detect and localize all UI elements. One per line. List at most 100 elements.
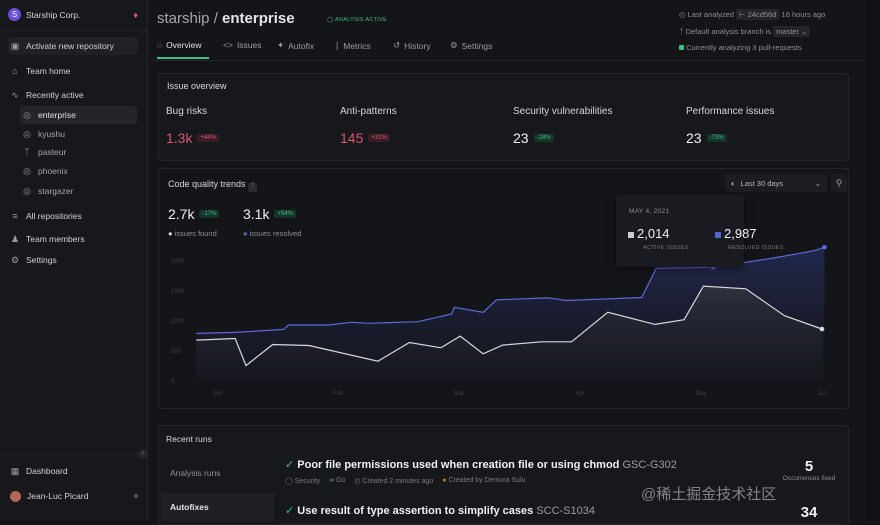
- y-tick-label: 0: [171, 379, 175, 385]
- x-tick-label: Jan: [212, 391, 222, 397]
- dashboard-icon: ▦: [10, 465, 20, 476]
- collapse-sidebar-button[interactable]: ‹: [138, 449, 148, 459]
- delta-badge: -17%: [199, 210, 220, 218]
- globe-icon: ◎: [23, 165, 31, 176]
- sidebar-repo-stargazer[interactable]: ◎ stargazer: [20, 182, 137, 200]
- sidebar-repo-phoenix[interactable]: ◎ phoenix: [20, 162, 137, 180]
- tab-issues[interactable]: <> Issues: [223, 40, 262, 50]
- series-line: [196, 246, 825, 334]
- label: Created 2 minutes ago: [362, 478, 434, 485]
- label: Created by Demora Sulu: [448, 477, 526, 484]
- sidebar-repo-kyushu[interactable]: ◎ kyushu: [20, 125, 137, 143]
- gear-icon: ⚙: [10, 254, 20, 265]
- chart-tooltip: MAY 4, 2021 2,014 ACTIVE ISSUES 2,987 RE…: [616, 195, 783, 267]
- run-item[interactable]: ✓ Use result of type assertion to simpli…: [285, 504, 595, 517]
- label: History: [404, 40, 431, 51]
- stat-label: Anti-patterns: [340, 106, 397, 117]
- label: Recently active: [26, 90, 84, 100]
- run-language: ∞ Go: [329, 477, 346, 484]
- watermark: @稀土掘金技术社区: [641, 486, 777, 503]
- badge-button[interactable]: ⚲: [831, 174, 847, 192]
- bell-icon[interactable]: ♦: [133, 9, 138, 20]
- legend-resolved: ● issues resolved: [243, 229, 302, 238]
- sidebar-item-team-home[interactable]: ⌂ Team home: [8, 62, 138, 80]
- count-label: Occurrences fixed: [782, 475, 836, 482]
- award-icon: ⚲: [835, 178, 843, 188]
- sidebar-item-all-repos[interactable]: ≡ All repositories: [8, 207, 138, 225]
- count-value: 5: [804, 458, 814, 475]
- globe-icon: ◎: [23, 185, 31, 196]
- globe-icon: ◎: [23, 109, 31, 120]
- delta-badge: -73%: [706, 134, 727, 142]
- end-point[interactable]: [819, 326, 825, 332]
- stat-label: Bug risks: [166, 106, 208, 117]
- sidebar-repo-enterprise[interactable]: ◎ enterprise: [20, 106, 137, 124]
- active-value: 2,014: [637, 226, 670, 241]
- label: Go: [336, 477, 346, 484]
- commit-hash[interactable]: ⊢ 24cd56d: [736, 9, 780, 20]
- card-title: Issue overview: [167, 81, 227, 91]
- org-name: Starship Corp.: [26, 9, 81, 20]
- page-title: starship / enterprise: [157, 10, 295, 27]
- org-switcher[interactable]: S Starship Corp. ♦: [8, 8, 138, 21]
- check-icon: ✓: [285, 459, 295, 471]
- label: enterprise: [38, 110, 76, 120]
- end-point[interactable]: [822, 244, 827, 250]
- count-value: 34: [800, 504, 818, 521]
- label: Autofixes: [170, 502, 209, 512]
- y-tick-label: 2000: [171, 259, 185, 265]
- scrollbar[interactable]: [866, 0, 880, 521]
- sidebar-item-settings[interactable]: ⚙ Settings: [8, 251, 138, 269]
- stat-value: 23: [513, 130, 529, 146]
- label: stargazer: [38, 186, 74, 196]
- home-icon: ⌂: [12, 66, 18, 76]
- run-item[interactable]: ✓ Poor file permissions used when creati…: [285, 458, 765, 485]
- x-tick-label: Apr: [575, 391, 584, 397]
- tab-metrics[interactable]: ∣ Metrics: [335, 40, 371, 51]
- tab-autofix[interactable]: ✦ Autofix: [277, 40, 314, 51]
- gauge-icon: ◌: [157, 40, 163, 50]
- sidebar-repo-pasteur[interactable]: ᛉ pasteur: [20, 143, 137, 161]
- user-name: Jean-Luc Picard: [27, 491, 89, 501]
- tooltip-resolved: 2,987: [715, 226, 757, 241]
- branch-select[interactable]: master ⌄: [773, 25, 811, 37]
- tab-autofixes[interactable]: Autofixes: [161, 493, 274, 521]
- divider: [0, 30, 148, 31]
- sidebar-item-dashboard[interactable]: ▦ Dashboard: [8, 462, 138, 480]
- branch-icon: ᛉ: [679, 26, 684, 36]
- delta-badge: +31%: [368, 134, 390, 142]
- owner[interactable]: starship /: [157, 10, 218, 27]
- range-value: Last 30 days: [740, 178, 784, 188]
- label: Activate new repository: [26, 41, 114, 51]
- tab-overview[interactable]: ◌ Overview: [157, 40, 202, 50]
- range-select[interactable]: ◐ Last 30 days ⌄: [725, 174, 827, 192]
- analysis-info: ◴ Last analyzed ⊢ 24cd56d 16 hours ago ᛉ…: [679, 7, 825, 57]
- legend-label: issues found: [174, 229, 217, 238]
- help-icon[interactable]: ?: [248, 183, 258, 192]
- run-title: Use result of type assertion to simplify…: [297, 505, 534, 517]
- sidebar-item-team-members[interactable]: ♟ Team members: [8, 230, 138, 248]
- label: Security: [294, 478, 321, 485]
- label: Last analyzed: [687, 10, 734, 19]
- activate-repo-button[interactable]: ▣ Activate new repository: [8, 37, 138, 55]
- x-tick-label: Jun: [817, 391, 827, 397]
- tab-settings[interactable]: ⚙ Settings: [450, 40, 492, 51]
- tab-history[interactable]: ↺ History: [393, 40, 431, 51]
- series-issues-found: [196, 285, 825, 381]
- label: Settings: [26, 255, 57, 265]
- sidebar-item-recently-active[interactable]: ∿ Recently active: [8, 86, 138, 104]
- user-menu[interactable]: Jean-Luc Picard: [8, 487, 138, 505]
- run-author: ● Created by Demora Sulu: [442, 477, 526, 484]
- stat-label: Security vulnerabilities: [513, 106, 613, 117]
- sidebar: S Starship Corp. ♦ ▣ Activate new reposit…: [0, 0, 148, 521]
- analyzing-text: Currently analyzing 3 pull-requests: [686, 43, 802, 52]
- check-icon: ✓: [285, 505, 295, 517]
- label: Autofix: [288, 40, 315, 51]
- pie-icon: ◐: [731, 178, 736, 188]
- tooltip-date: MAY 4, 2021: [629, 208, 670, 215]
- stack-icon: ≡: [12, 211, 18, 221]
- divider: [0, 454, 148, 455]
- run-code: GSC-G302: [622, 459, 677, 471]
- tab-analysis-runs[interactable]: Analysis runs: [161, 455, 274, 491]
- resolved-label: RESOLVED ISSUES: [728, 245, 784, 251]
